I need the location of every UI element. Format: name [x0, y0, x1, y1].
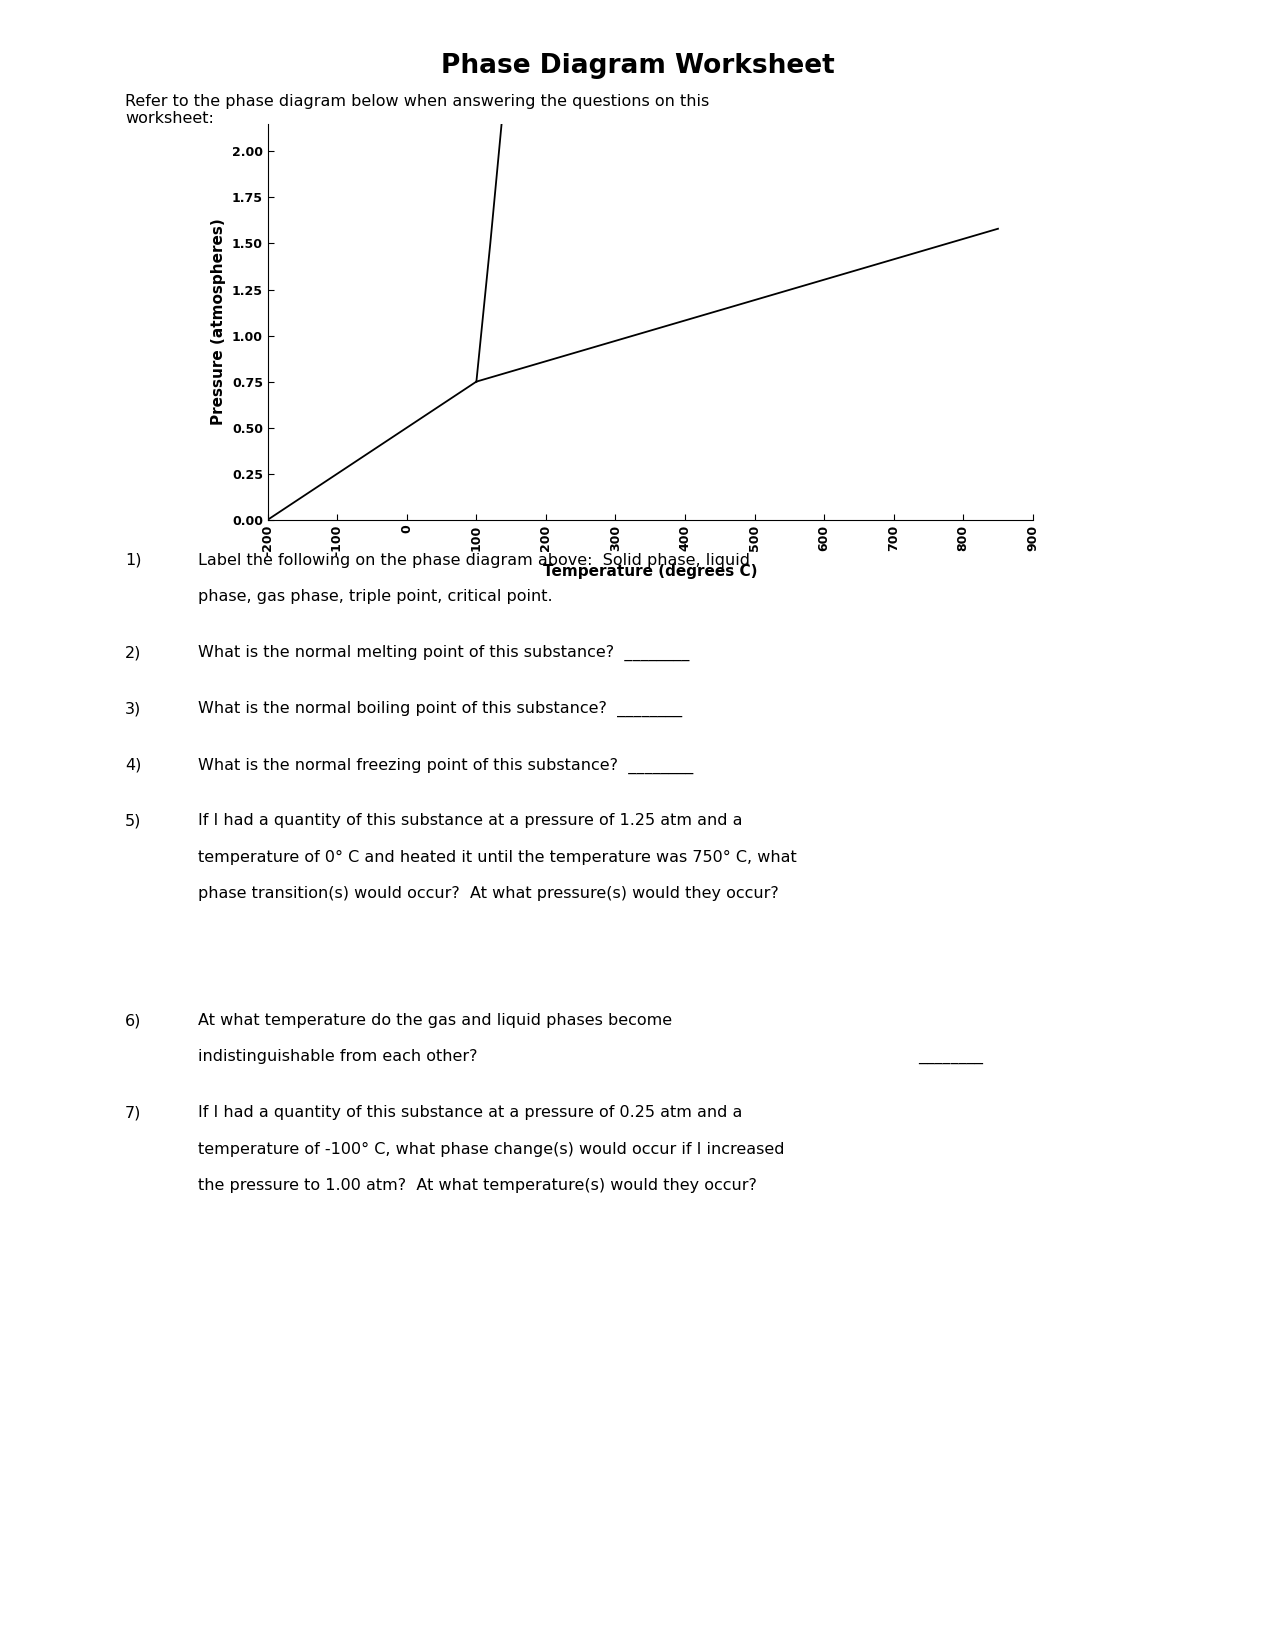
- Text: What is the normal melting point of this substance?  ________: What is the normal melting point of this…: [198, 645, 688, 662]
- Text: phase transition(s) would occur?  At what pressure(s) would they occur?: phase transition(s) would occur? At what…: [198, 886, 778, 901]
- X-axis label: Temperature (degrees C): Temperature (degrees C): [543, 564, 757, 579]
- Text: indistinguishable from each other?: indistinguishable from each other?: [198, 1049, 477, 1064]
- Text: Label the following on the phase diagram above:  Solid phase, liquid: Label the following on the phase diagram…: [198, 553, 750, 568]
- Text: Refer to the phase diagram below when answering the questions on this
worksheet:: Refer to the phase diagram below when an…: [125, 94, 709, 127]
- Text: At what temperature do the gas and liquid phases become: At what temperature do the gas and liqui…: [198, 1013, 672, 1028]
- Y-axis label: Pressure (atmospheres): Pressure (atmospheres): [212, 218, 227, 426]
- Text: What is the normal boiling point of this substance?  ________: What is the normal boiling point of this…: [198, 701, 682, 718]
- Text: temperature of -100° C, what phase change(s) would occur if I increased: temperature of -100° C, what phase chang…: [198, 1142, 784, 1157]
- Text: phase, gas phase, triple point, critical point.: phase, gas phase, triple point, critical…: [198, 589, 552, 604]
- Text: 4): 4): [125, 757, 142, 772]
- Text: 1): 1): [125, 553, 142, 568]
- Text: the pressure to 1.00 atm?  At what temperature(s) would they occur?: the pressure to 1.00 atm? At what temper…: [198, 1178, 756, 1193]
- Text: ________: ________: [918, 1049, 983, 1064]
- Text: 7): 7): [125, 1106, 142, 1120]
- Text: temperature of 0° C and heated it until the temperature was 750° C, what: temperature of 0° C and heated it until …: [198, 850, 797, 865]
- Text: If I had a quantity of this substance at a pressure of 0.25 atm and a: If I had a quantity of this substance at…: [198, 1106, 742, 1120]
- Text: If I had a quantity of this substance at a pressure of 1.25 atm and a: If I had a quantity of this substance at…: [198, 813, 742, 828]
- Text: 6): 6): [125, 1013, 142, 1028]
- Text: 2): 2): [125, 645, 142, 660]
- Text: 3): 3): [125, 701, 142, 716]
- Text: Phase Diagram Worksheet: Phase Diagram Worksheet: [441, 53, 834, 79]
- Text: 5): 5): [125, 813, 142, 828]
- Text: What is the normal freezing point of this substance?  ________: What is the normal freezing point of thi…: [198, 757, 692, 774]
